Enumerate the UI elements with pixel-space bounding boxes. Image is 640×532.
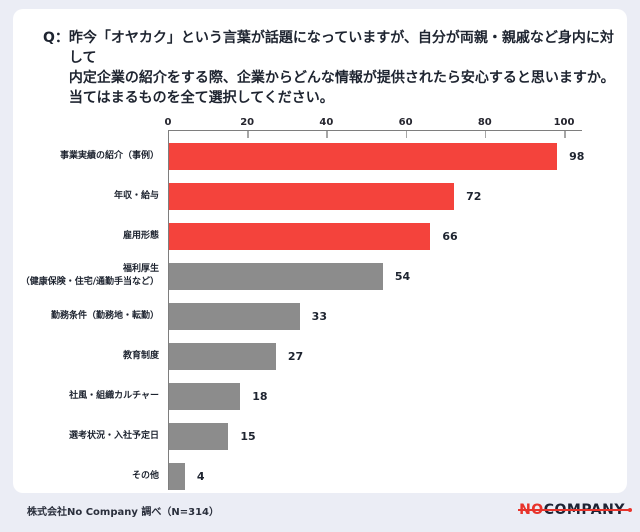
x-tick-label: 20 — [240, 117, 255, 128]
bar — [169, 182, 455, 210]
category-label: 雇用形態 — [122, 230, 159, 241]
x-tick-label: 100 — [553, 117, 575, 128]
bar-value-label: 66 — [442, 229, 458, 243]
question-title: Q： 昨今「オヤカク」という言葉が話題になっていますが、自分が両親・親戚など身内… — [43, 28, 615, 108]
logo-dot-icon — [628, 508, 632, 513]
category-label: 選考状況・入社予定日 — [68, 430, 159, 441]
question-line-1: 昨今「オヤカク」という言葉が話題になっていますが、自分が両親・親戚など身内に対し… — [68, 30, 614, 66]
page-background: { "question": { "prefix": "Q：", "lines":… — [0, 9, 640, 532]
bar-row: 15 — [169, 416, 582, 456]
bar — [169, 382, 241, 410]
category-label: 勤務条件（勤務地・転勤） — [50, 310, 159, 321]
x-axis: 0 20 40 60 80 100 — [164, 112, 582, 130]
category-label: 福利厚生 （健康保険・住宅/通勤手当など） — [20, 264, 159, 287]
bar-value-label: 4 — [196, 469, 205, 483]
bar — [169, 462, 185, 490]
question-line-2: 内定企業の紹介をする際、企業からどんな情報が提供されたら安心すると思いますか。 — [68, 70, 615, 86]
chart-card: Q： 昨今「オヤカク」という言葉が話題になっていますが、自分が両親・親戚など身内… — [13, 9, 627, 493]
category-labels: 事業実績の紹介（事例） 年収・給与雇用形態福利厚生 （健康保険・住宅/通勤手当など… — [18, 112, 168, 496]
footer: 株式会社No Company 調べ（N=314） NOCOMPANY — [27, 502, 632, 518]
x-tick-label: 60 — [398, 117, 413, 128]
bar-row: 72 — [169, 176, 582, 216]
bar — [169, 342, 276, 370]
no-company-logo: NOCOMPANY — [518, 502, 632, 518]
question-line-3: 当てはまるものを全て選択してください。 — [68, 90, 334, 106]
bar — [169, 302, 300, 330]
bar-value-label: 15 — [240, 429, 256, 443]
bar — [169, 142, 558, 170]
survey-source-text: 株式会社No Company 調べ（N=314） — [27, 506, 219, 518]
bar-value-label: 98 — [569, 149, 585, 163]
bar-value-label: 54 — [394, 269, 411, 283]
x-tick-mark — [484, 131, 487, 138]
bar-row: 18 — [169, 376, 582, 416]
plot-area: 98 72 66 54 33 27 18 15 4 — [168, 130, 585, 490]
plot-column: 0 20 40 60 80 100 98 72 66 54 33 27 18 15 4 — [164, 112, 585, 496]
bar-row: 27 — [169, 336, 582, 376]
category-label: 年収・給与 — [113, 190, 159, 201]
x-tick-mark — [326, 131, 328, 138]
category-label: 教育制度 — [122, 350, 159, 361]
question-text: 昨今「オヤカク」という言葉が話題になっていますが、自分が両親・親戚など身内に対し… — [69, 28, 615, 108]
category-label: その他 — [131, 470, 159, 481]
question-prefix: Q： — [43, 30, 69, 46]
x-tick-mark — [405, 131, 408, 138]
x-tick-label: 0 — [164, 117, 172, 128]
bar-chart: 事業実績の紹介（事例） 年収・給与雇用形態福利厚生 （健康保険・住宅/通勤手当など… — [18, 112, 627, 496]
logo-strikethrough-line — [518, 509, 631, 512]
bar-value-label: 18 — [252, 389, 268, 403]
category-label: 事業実績の紹介（事例） — [59, 150, 159, 161]
x-tick-label: 40 — [319, 117, 334, 128]
bar-value-label: 33 — [311, 309, 327, 323]
bar-value-label: 72 — [466, 189, 482, 203]
category-label: 社風・組織カルチャー — [69, 390, 159, 401]
bar — [169, 262, 383, 290]
bar-row: 98 — [169, 136, 585, 176]
x-tick-mark — [564, 131, 566, 138]
x-tick-mark — [247, 131, 249, 138]
x-tick-label: 80 — [477, 117, 492, 128]
bar — [169, 222, 431, 250]
bar-row: 33 — [169, 296, 582, 336]
bar-row: 4 — [169, 456, 582, 496]
bar-row: 66 — [169, 216, 582, 256]
bar-value-label: 27 — [287, 349, 304, 363]
bar-row: 54 — [169, 256, 582, 296]
bar — [169, 422, 229, 450]
